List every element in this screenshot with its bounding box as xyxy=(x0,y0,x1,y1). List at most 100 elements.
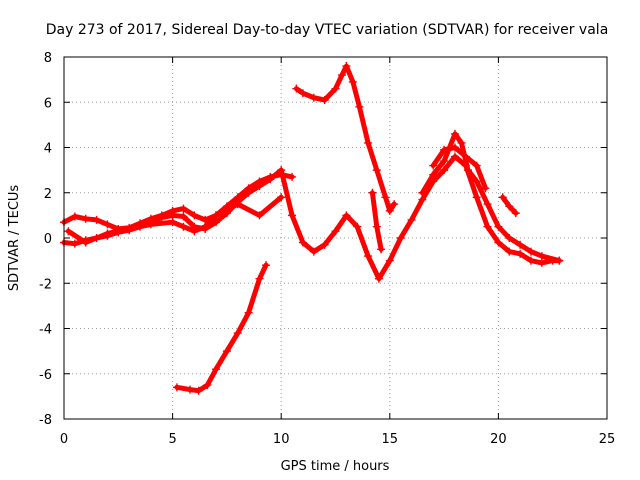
x-tick-labels: 0 5 10 15 20 25 xyxy=(60,432,615,447)
data-point xyxy=(179,212,188,221)
data-point xyxy=(244,184,253,193)
data-point xyxy=(298,89,307,98)
data-point xyxy=(92,215,101,224)
data-point xyxy=(429,170,438,179)
data-point xyxy=(277,170,286,179)
data-point xyxy=(212,218,221,227)
data-point xyxy=(146,220,155,229)
data-point xyxy=(429,161,438,170)
data-point xyxy=(342,62,351,71)
data-point xyxy=(381,193,390,202)
series-trace-f xyxy=(418,129,564,265)
series-line xyxy=(174,262,269,394)
data-point xyxy=(450,129,459,138)
y-tick-label: -4 xyxy=(39,323,52,338)
data-point xyxy=(157,211,166,220)
data-point xyxy=(70,239,79,248)
data-point xyxy=(194,386,203,395)
data-point xyxy=(450,143,459,152)
series-trace-a xyxy=(60,152,564,283)
data-point xyxy=(331,84,340,93)
data-point xyxy=(364,138,373,147)
data-point xyxy=(190,211,199,220)
data-point xyxy=(418,195,427,204)
data-point xyxy=(555,256,564,265)
data-point xyxy=(81,214,90,223)
x-tick-label: 5 xyxy=(168,432,176,447)
data-point xyxy=(125,224,134,233)
data-point xyxy=(472,193,481,202)
data-point xyxy=(537,258,546,267)
data-point xyxy=(348,77,357,86)
series-line xyxy=(430,145,488,191)
data-point xyxy=(292,84,301,93)
y-tick-label: -2 xyxy=(39,277,52,292)
x-tick-label: 20 xyxy=(490,432,507,447)
data-point xyxy=(331,227,340,236)
data-point xyxy=(457,138,466,147)
data-point xyxy=(179,204,188,213)
data-point xyxy=(537,252,546,261)
data-point xyxy=(526,256,535,265)
data-point xyxy=(244,308,253,317)
data-point xyxy=(342,211,351,220)
data-point xyxy=(190,227,199,236)
data-point xyxy=(233,200,242,209)
data-point xyxy=(168,218,177,227)
data-point xyxy=(203,381,212,390)
data-point xyxy=(481,184,490,193)
data-point xyxy=(103,220,112,229)
data-point xyxy=(440,145,449,154)
data-point xyxy=(407,215,416,224)
data-point xyxy=(179,222,188,231)
y-tick-label: 8 xyxy=(44,51,52,66)
data-point xyxy=(505,202,514,211)
series-trace-e xyxy=(292,62,399,215)
data-point xyxy=(103,229,112,238)
data-point xyxy=(233,329,242,338)
series-trace-g xyxy=(429,143,490,193)
y-tick-label: 4 xyxy=(44,142,52,157)
data-point xyxy=(526,247,535,256)
data-point xyxy=(222,347,231,356)
data-point xyxy=(168,206,177,215)
chart-title: Day 273 of 2017, Sidereal Day-to-day VTE… xyxy=(46,22,609,38)
data-point xyxy=(472,161,481,170)
series-trace-d xyxy=(172,261,270,395)
data-point xyxy=(440,166,449,175)
data-point xyxy=(461,152,470,161)
data-point xyxy=(255,211,264,220)
data-point xyxy=(81,238,90,247)
data-point xyxy=(472,177,481,186)
series-line xyxy=(61,154,562,282)
data-point xyxy=(338,71,347,80)
data-point xyxy=(298,238,307,247)
data-point xyxy=(368,188,377,197)
series-trace-i xyxy=(498,193,520,218)
y-tick-label: 0 xyxy=(44,232,52,247)
y-axis-label: SDTVAR / TECUs xyxy=(7,185,22,292)
data-point xyxy=(498,193,507,202)
data-point xyxy=(70,212,79,221)
data-point xyxy=(505,234,514,242)
data-point xyxy=(377,245,386,254)
data-point xyxy=(233,193,242,202)
data-point xyxy=(516,240,525,249)
data-series xyxy=(60,62,564,395)
data-point xyxy=(494,222,503,231)
series-trace-c xyxy=(64,193,286,247)
data-point xyxy=(463,166,472,175)
y-tick-label: 2 xyxy=(44,187,52,202)
x-tick-label: 10 xyxy=(273,432,290,447)
data-point xyxy=(261,261,270,270)
data-point xyxy=(372,166,381,175)
data-point xyxy=(309,247,318,256)
data-point xyxy=(364,252,373,261)
data-point xyxy=(494,238,503,247)
series-line xyxy=(369,190,384,252)
data-point xyxy=(450,152,459,161)
series-trace-h xyxy=(368,188,386,254)
grid-lines xyxy=(63,56,608,420)
data-point xyxy=(355,102,364,111)
